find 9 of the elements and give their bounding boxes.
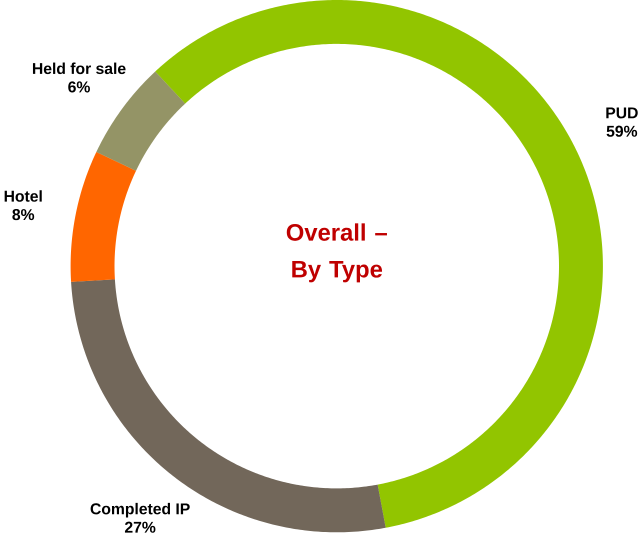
text: Overall – By Type: [286, 223, 387, 282]
slice-label: Completed IP: [90, 502, 190, 518]
slice-label: Hotel: [4, 190, 42, 202]
slice-label: PUD: [606, 107, 638, 118]
data-label: 8%: [12, 208, 34, 220]
slice-label: Held for sale: [32, 62, 126, 74]
data-label: 6%: [68, 81, 90, 92]
data-label: 59%: [606, 126, 638, 137]
data-label: 27%: [124, 521, 156, 533]
